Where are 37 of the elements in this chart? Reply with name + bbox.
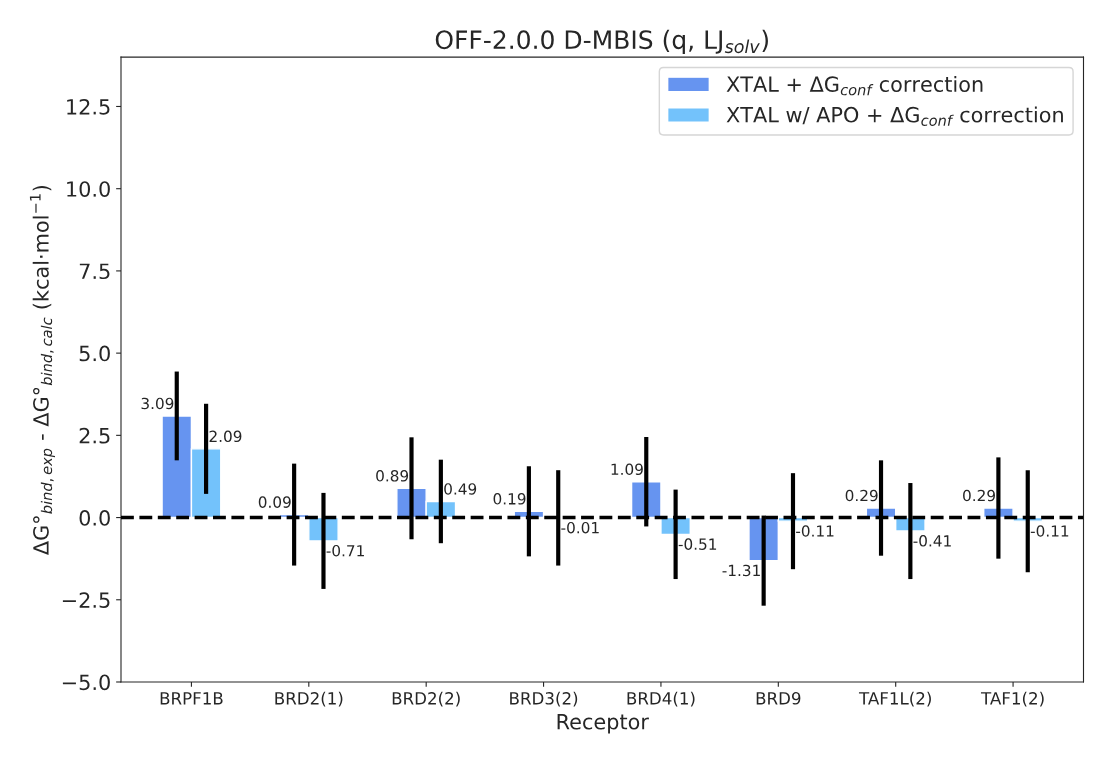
x-tick-label: BRD3(2) [510,691,578,707]
y-tick-label: 10.0 [67,181,110,197]
data-label: 0.09 [258,496,291,508]
data-label: 1.09 [611,463,643,475]
x-tick-label: BRD2(1) [275,691,343,707]
y-tick-label: 2.5 [79,427,110,444]
data-label: -0.11 [1030,525,1069,537]
y-tick-label: 5.0 [79,345,110,362]
y-tick-label: 0.0 [79,510,110,526]
legend-label: XTAL w/ APO + ΔG$_{conf}$ correction [726,106,1063,126]
x-tick-label: BRPF1B [160,692,223,705]
x-axis-title: Receptor [557,714,649,734]
data-label: -0.01 [561,521,599,534]
y-tick-label: 12.5 [67,98,110,115]
y-tick-label: 7.5 [79,263,110,280]
data-label: 0.29 [963,489,995,502]
x-tick-label: TAF1(2) [980,691,1044,707]
chart-title: OFF-2.0.0 D-MBIS (q, LJ$_{solv}$) [435,29,768,54]
data-label: -0.11 [796,525,834,537]
y-tick-label: −5.0 [62,674,110,691]
legend-label: XTAL + ΔG$_{conf}$ correction [726,75,983,96]
data-label: 0.29 [845,489,878,502]
data-label: 2.09 [209,430,242,443]
x-tick-label: BRD9 [756,692,801,705]
data-label: -0.41 [913,535,951,547]
data-label: -1.31 [722,564,760,577]
y-tick-label: −2.5 [62,592,110,608]
data-label: 0.19 [493,493,526,505]
data-label: -0.71 [326,544,364,557]
data-label: 0.89 [376,470,409,482]
x-tick-label: BRD2(2) [392,691,460,707]
y-axis-title: ΔG°$_{bind,exp}$ - ΔG°$_{bind,calc}$ (kcal·mol$^{−1}$) [29,185,55,556]
data-label: 0.49 [444,483,477,495]
x-tick-label: BRD4(1) [627,691,695,707]
data-label: 3.09 [141,397,174,410]
x-tick-label: TAF1L(2) [858,691,931,707]
data-label: -0.51 [678,538,717,550]
